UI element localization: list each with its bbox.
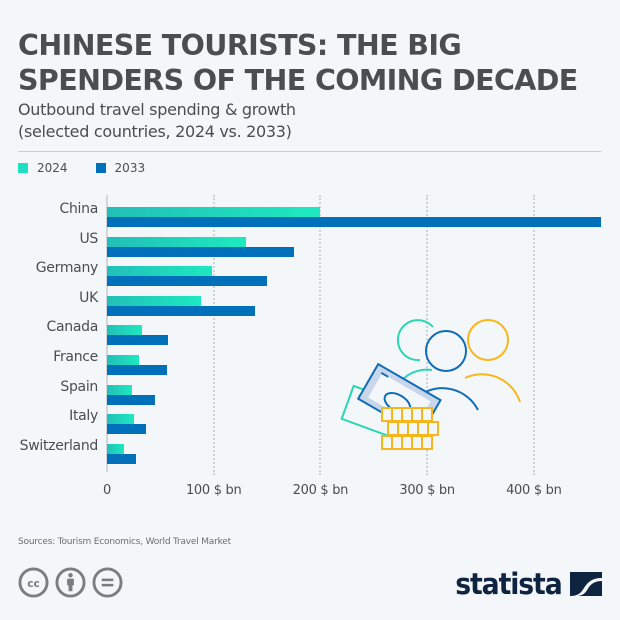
plot-area: China US Germany UK Canada France Spain Italy Sw… [0,195,620,475]
no-derivatives-icon[interactable] [92,567,123,598]
statista-logo[interactable]: statista [446,568,602,600]
bar-2024[interactable] [107,414,134,425]
bar-2033[interactable] [107,424,147,435]
category-label: Germany [35,260,99,277]
bar-row-switzerland: Switzerland [0,432,620,464]
bar-2033[interactable] [107,217,602,227]
subtitle-line-1: Outbound travel spending & growth [18,100,296,119]
bar-2033[interactable] [107,246,294,257]
x-tick-label: 400 $ bn [506,483,562,498]
subtitle-line-2: (selected countries, 2024 vs. 2033) [18,122,292,141]
coin-stack-icon [381,407,439,450]
x-tick-label: 100 $ bn [185,483,242,498]
bar-2024[interactable] [107,355,139,365]
x-tick-label: 0 [103,483,111,498]
bar-row-uk: UK [0,284,620,316]
category-label: US [79,230,98,247]
bar-2033[interactable] [107,276,268,287]
gridline-200 [319,195,322,475]
chart-subtitle: Outbound travel spending & growth (selec… [18,99,296,143]
category-label: UK [79,289,98,306]
legend: 2024 2033 [18,161,173,175]
category-label: France [53,349,98,365]
bar-row-spain: Spain [0,373,620,405]
x-tick-label: 300 $ bn [399,483,455,498]
source-note: Sources: Tourism Economics, World Travel… [18,537,231,547]
legend-item-2033: 2033 [95,161,146,175]
svg-text:cc: cc [27,577,40,590]
legend-label-2033: 2033 [114,161,146,175]
bar-2024[interactable] [107,207,321,217]
legend-swatch-2033 [95,163,106,173]
category-label: Spain [60,378,98,395]
bar-row-china: China [0,195,620,227]
gridline-400 [532,195,535,475]
category-label: Italy [69,408,98,425]
category-label: Canada [46,319,99,336]
bar-2024[interactable] [107,384,132,395]
statista-logo-mark-icon [570,572,602,596]
bar-2024[interactable] [107,266,212,277]
license-icons: cc [18,567,129,598]
legend-swatch-2024 [18,163,28,173]
person-yellow-icon [464,319,521,403]
bar-2033[interactable] [107,335,168,346]
travelers-money-illustration [340,319,521,450]
bar-row-us: US [0,225,620,257]
bar-2033[interactable] [107,394,155,405]
header-divider [18,151,601,152]
chart-title: CHINESE TOURISTS: THE BIG SPENDERS OF TH… [18,29,578,97]
brand-name: statista [455,567,563,601]
bar-2024[interactable] [107,443,125,454]
bar-row-italy: Italy [0,402,620,435]
bar-2033[interactable] [107,453,136,464]
bar-2024[interactable] [107,325,143,336]
gridline-100 [212,195,215,475]
category-label: China [59,201,99,217]
bar-2033[interactable] [107,365,167,375]
bar-2033[interactable] [107,305,256,316]
bar-2024[interactable] [107,295,201,306]
legend-label-2024: 2024 [37,161,68,175]
x-tick-label: 200 $ bn [292,483,349,498]
cc-icon[interactable]: cc [18,567,49,598]
category-label: Switzerland [19,437,99,454]
legend-item-2024: 2024 [18,161,68,175]
bar-row-france: France [0,343,620,375]
gridline-300 [426,195,429,475]
bar-2024[interactable] [107,236,246,247]
bar-row-canada: Canada [0,313,620,346]
bar-row-germany: Germany [0,254,620,287]
attribution-icon[interactable] [55,567,86,598]
